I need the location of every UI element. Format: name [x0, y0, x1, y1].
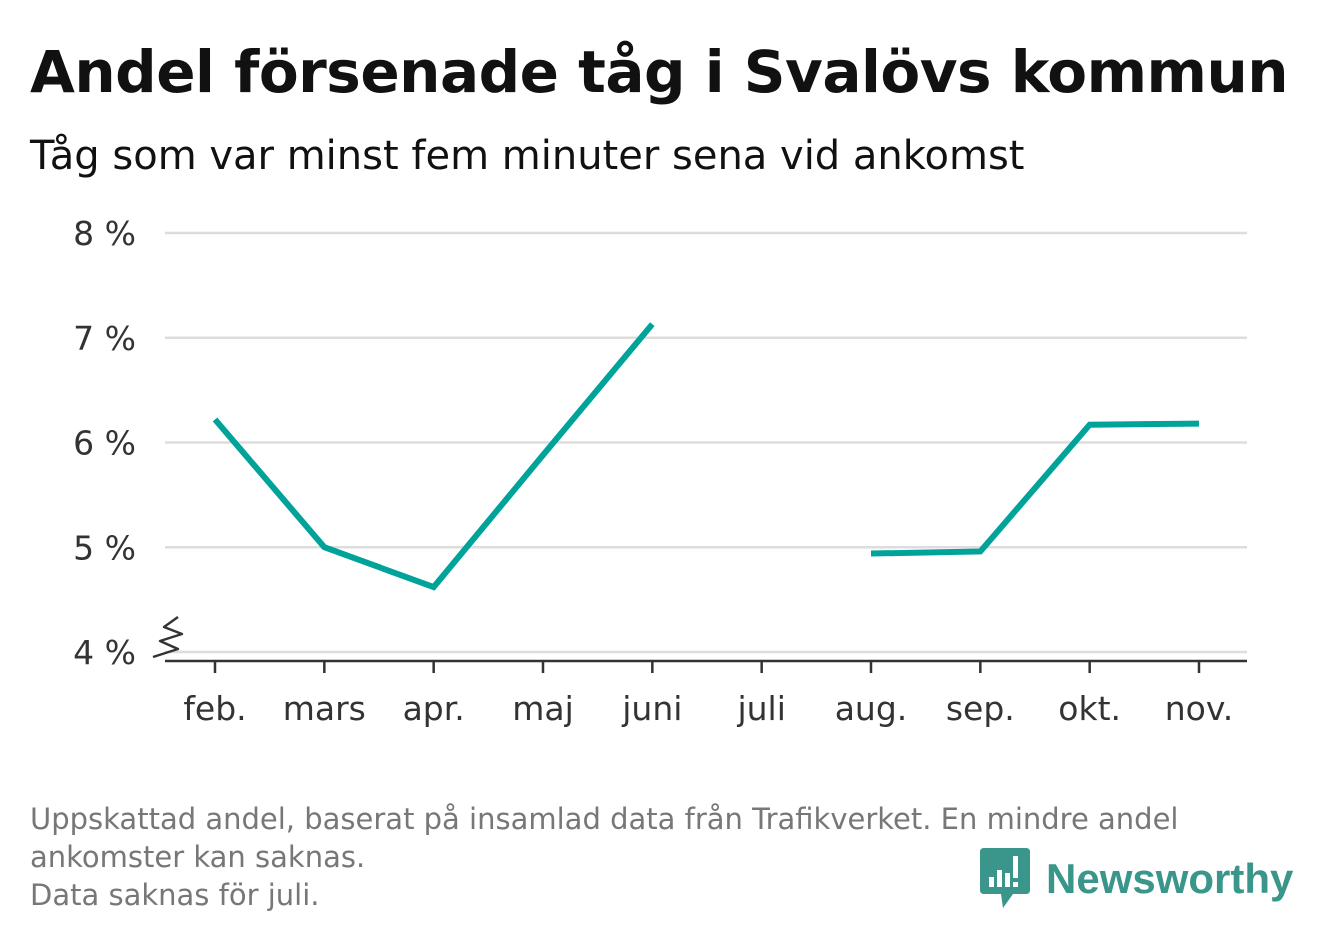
newsworthy-logo-icon: [980, 848, 1030, 908]
x-tick-label: aug.: [835, 689, 908, 728]
y-tick-label: 5 %: [73, 528, 136, 567]
line-chart: 4 % 5 % 6 % 7 % 8 % feb. mars apr. maj juni juli a…: [73, 214, 1247, 728]
series-lines: [212, 322, 1200, 591]
x-tick-label: okt.: [1058, 689, 1121, 728]
y-axis-tick-labels: 4 % 5 % 6 % 7 % 8 %: [73, 214, 136, 672]
x-axis: feb. mars apr. maj juni juli aug. sep. okt. nov.: [165, 659, 1247, 728]
footnote-line: Data saknas för juli.: [30, 878, 320, 912]
x-tick-label: apr.: [403, 689, 465, 728]
x-tick-label: nov.: [1165, 689, 1234, 728]
x-tick-label: juli: [736, 689, 785, 728]
x-tick-label: feb.: [183, 689, 246, 728]
x-tick-label: sep.: [946, 689, 1015, 728]
x-tick-label: juni: [621, 689, 682, 728]
chart-subtitle: Tåg som var minst fem minuter sena vid a…: [30, 133, 1025, 179]
brand-logo: Newsworthy: [980, 848, 1293, 910]
footnote-line: ankomster kan saknas.: [30, 840, 366, 874]
x-tick-label: mars: [283, 689, 366, 728]
y-tick-label: 6 %: [73, 424, 136, 463]
brand-name: Newsworthy: [1046, 855, 1294, 902]
grid-lines: [165, 231, 1247, 654]
y-tick-label: 7 %: [73, 319, 136, 358]
y-axis-break-icon: [152, 616, 184, 659]
y-tick-label: 8 %: [73, 214, 136, 253]
series-line: [870, 420, 1200, 557]
footnote: Uppskattad andel, baserat på insamlad da…: [30, 800, 1280, 914]
chart-title: Andel försenade tåg i Svalövs kommun: [30, 38, 1289, 106]
x-tick-label: maj: [512, 689, 574, 728]
footnote-line: Uppskattad andel, baserat på insamlad da…: [30, 802, 1179, 836]
y-tick-label: 4 %: [73, 633, 136, 672]
series-line: [212, 322, 655, 591]
